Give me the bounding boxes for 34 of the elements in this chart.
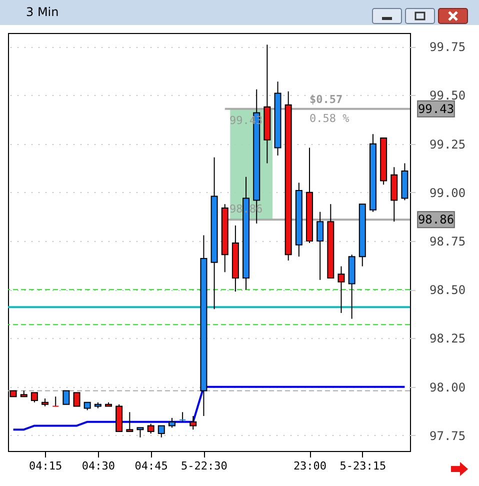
candlestick (147, 423, 154, 434)
y-tick-label: 99.00 (430, 186, 466, 200)
candlestick (73, 392, 80, 407)
y-tick-label: 99.50 (430, 88, 466, 103)
annotation: 0.58 % (310, 112, 350, 125)
y-tick-label: 98.75 (430, 234, 466, 249)
y-tick-label: 99.25 (430, 137, 466, 152)
candlestick (62, 390, 70, 405)
candlestick (158, 425, 165, 438)
x-tick-label: 5-23:15 (340, 460, 386, 472)
candlestick (52, 396, 60, 407)
ref-line-label: 98.86 (418, 212, 454, 227)
candlestick (338, 266, 345, 314)
x-tick-label: 04:15 (28, 460, 62, 472)
x-tick-label: 04:30 (82, 460, 115, 472)
y-tick-label: 98.00 (430, 380, 466, 394)
candlestick (316, 211, 324, 280)
y-tick-label: 97.75 (430, 428, 466, 443)
line-series (12, 386, 406, 431)
x-tick-label: 04:45 (134, 460, 168, 472)
x-tick-label: 23:00 (293, 460, 327, 472)
y-tick-label: 99.75 (430, 40, 466, 54)
candlestick (168, 417, 176, 428)
candlestick (126, 412, 134, 432)
candlestick (179, 412, 186, 422)
candlestick (190, 416, 197, 430)
candlestick (136, 427, 144, 438)
annotation: $0.57 (310, 92, 343, 106)
chart-title: 3 Min (26, 5, 59, 19)
ref-line-label: 99.43 (418, 102, 454, 116)
candlestick (30, 392, 38, 403)
y-tick-label: 98.25 (430, 332, 466, 346)
x-tick-label: 5-22:30 (181, 460, 228, 472)
y-tick-label: 98.50 (430, 283, 466, 298)
